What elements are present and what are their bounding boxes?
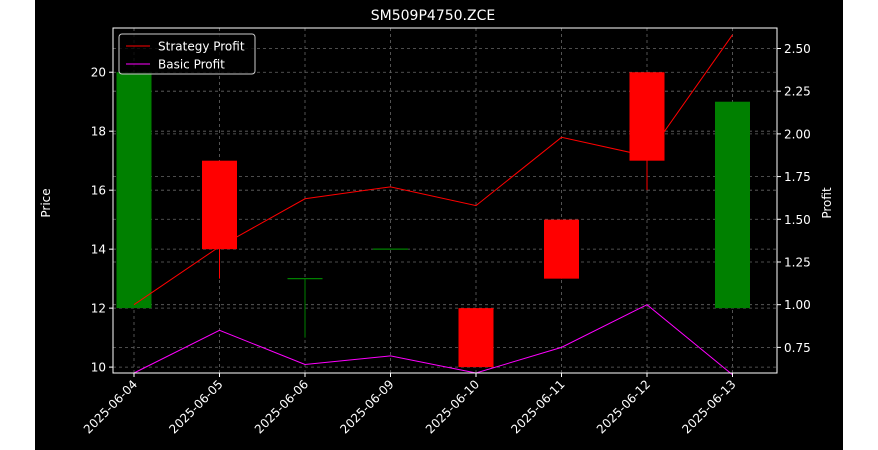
y-axis-right: 0.75 1.00 1.25 1.50 1.75 2.00 2.25 2.50 — [777, 42, 811, 355]
y-right-tick-label: 1.00 — [784, 298, 811, 312]
y-tick-label: 18 — [91, 125, 106, 139]
candle-body — [544, 219, 579, 279]
chart-title: SM509P4750.ZCE — [371, 8, 495, 24]
y-axis-label-left: Price — [39, 188, 53, 217]
x-tick-label: 2025-06-10 — [423, 377, 482, 436]
y-right-tick-label: 2.25 — [784, 85, 811, 99]
x-tick-label: 2025-06-05 — [166, 377, 225, 436]
series-line — [133, 304, 733, 376]
x-tick-label: 2025-06-06 — [252, 377, 311, 436]
plot-frame — [112, 27, 778, 374]
profit-lines — [133, 34, 733, 376]
series-line — [133, 34, 733, 306]
y-right-tick-label: 1.50 — [784, 213, 811, 227]
legend-label: Basic Profit — [158, 58, 225, 72]
candle-body — [629, 72, 665, 161]
x-tick-label: 2025-06-13 — [679, 377, 738, 436]
legend-label: Strategy Profit — [158, 40, 245, 54]
y-right-tick-label: 2.50 — [784, 42, 811, 56]
y-tick-label: 20 — [91, 66, 106, 80]
chart-figure: SM509P4750.ZCE 10 12 14 16 18 20 0.75 1.00 1.25… — [35, 0, 843, 450]
y-tick-label: 12 — [91, 302, 106, 316]
x-tick-label: 2025-06-09 — [337, 377, 396, 436]
y-axis-label-right: Profit — [820, 187, 834, 219]
x-tick-label: 2025-06-12 — [594, 377, 653, 436]
candles — [116, 72, 750, 368]
candle-body — [116, 72, 152, 309]
y-axis-left: 10 12 14 16 18 20 — [91, 66, 113, 375]
x-tick-label: 2025-06-04 — [81, 377, 140, 436]
candle-body — [458, 308, 494, 368]
y-tick-label: 10 — [91, 361, 106, 375]
y-right-tick-label: 1.25 — [784, 255, 811, 269]
x-tick-label: 2025-06-11 — [508, 377, 567, 436]
y-tick-label: 14 — [91, 243, 106, 257]
y-right-tick-label: 2.00 — [784, 127, 811, 141]
y-right-tick-label: 1.75 — [784, 170, 811, 184]
y-tick-label: 16 — [91, 184, 106, 198]
candle-body — [202, 160, 237, 250]
candlestick-chart: SM509P4750.ZCE 10 12 14 16 18 20 0.75 1.00 1.25… — [39, 8, 834, 436]
candle-body — [715, 101, 750, 309]
x-axis: 2025-06-04 2025-06-05 2025-06-06 2025-06-09… — [81, 373, 739, 436]
legend-box — [118, 33, 256, 75]
y-right-tick-label: 0.75 — [784, 341, 811, 355]
legend: Strategy Profit Basic Profit — [118, 33, 256, 75]
